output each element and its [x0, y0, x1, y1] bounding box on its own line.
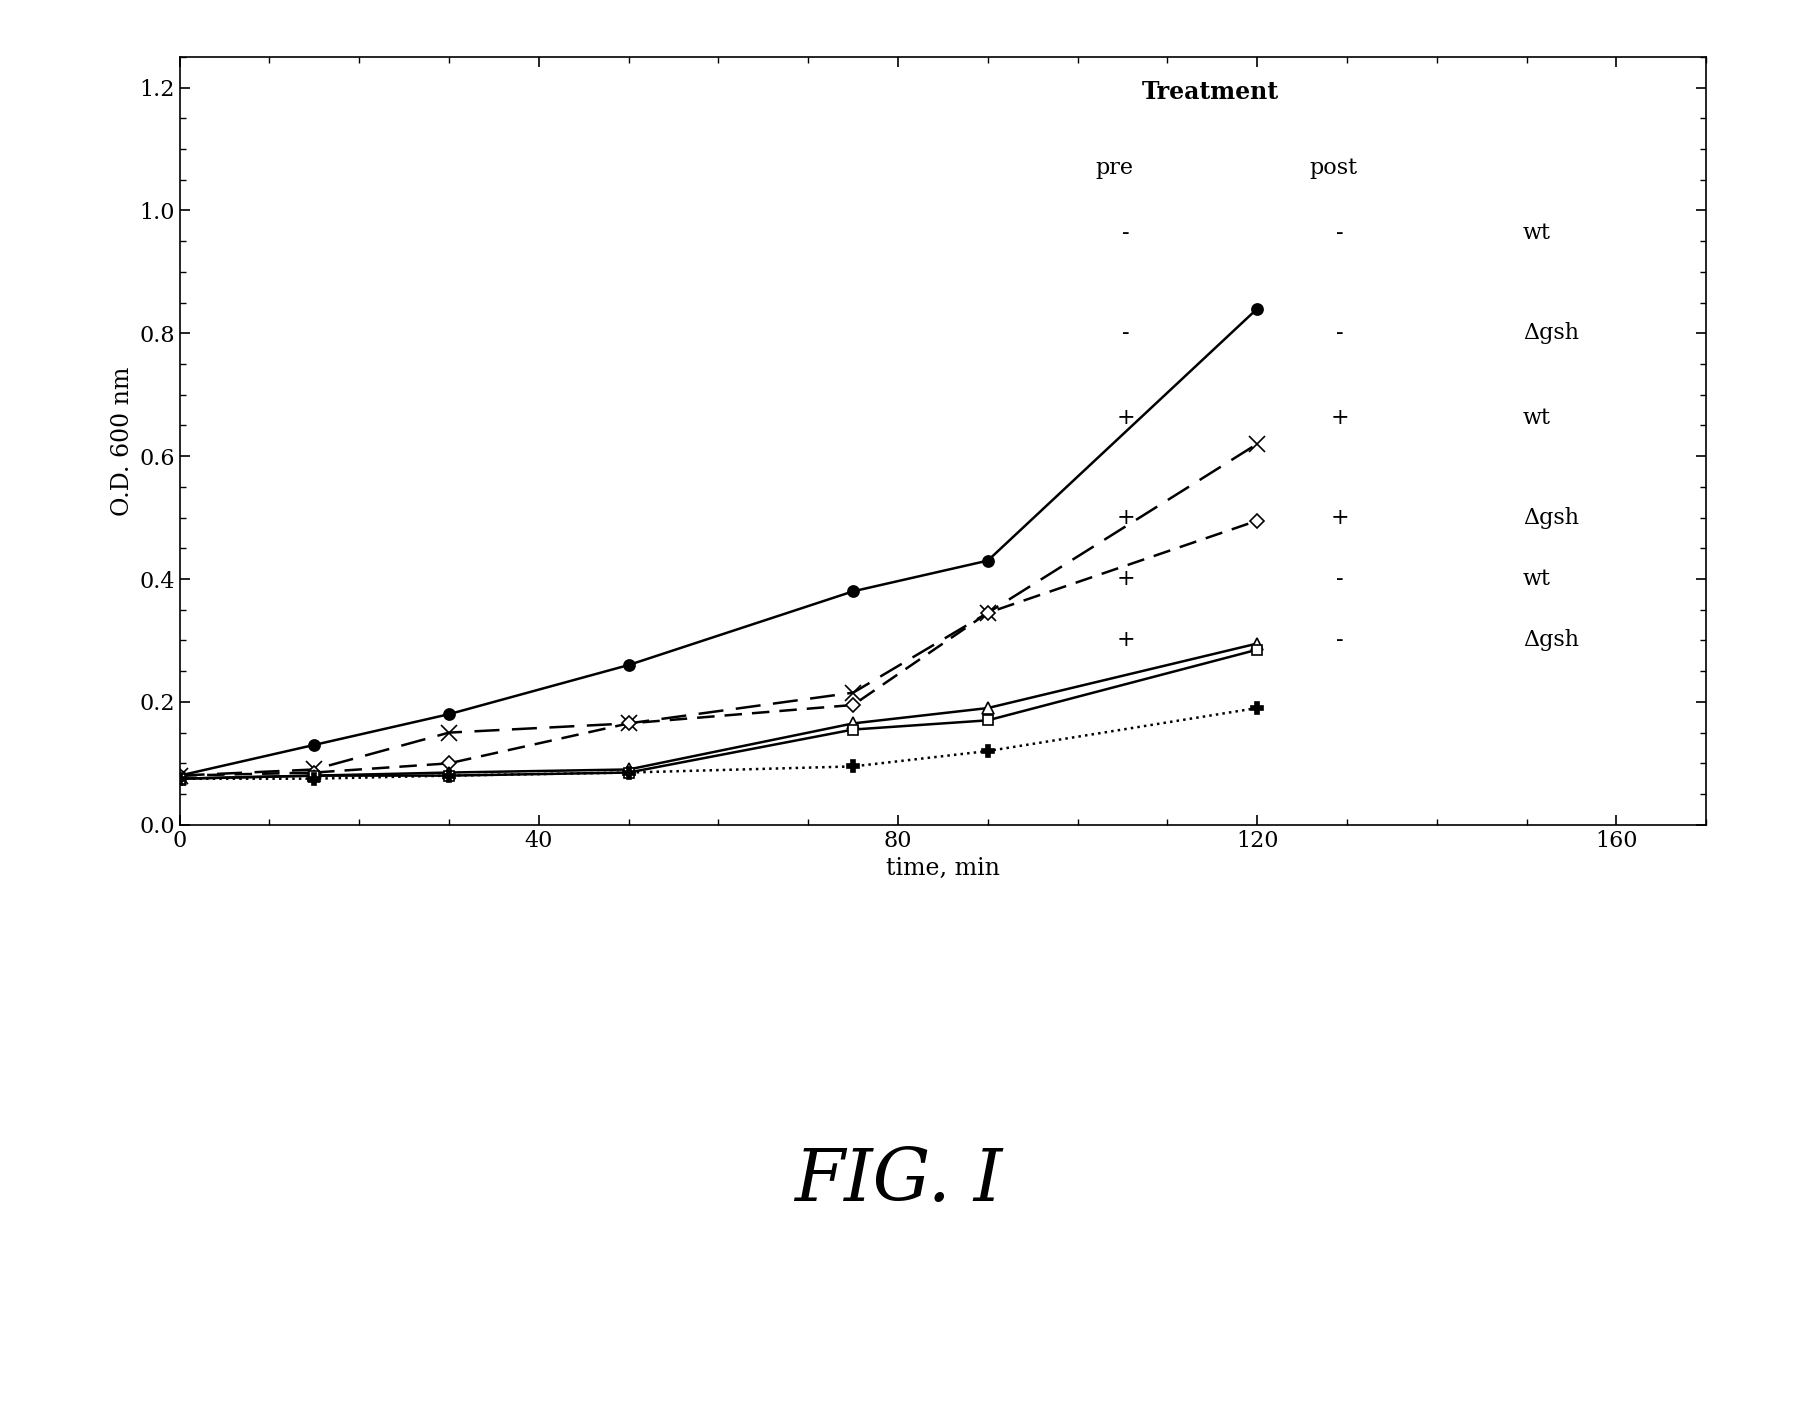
Text: +: +: [1117, 506, 1135, 529]
Text: -: -: [1336, 630, 1343, 651]
Text: Δgsh: Δgsh: [1523, 506, 1579, 529]
Text: Δgsh: Δgsh: [1523, 323, 1579, 344]
Y-axis label: O.D. 600 nm: O.D. 600 nm: [111, 365, 133, 516]
Text: -: -: [1122, 323, 1130, 344]
Text: -: -: [1122, 222, 1130, 245]
X-axis label: time, min: time, min: [885, 857, 1000, 880]
Text: wt: wt: [1523, 222, 1552, 245]
Text: +: +: [1331, 407, 1349, 429]
Text: pre: pre: [1096, 156, 1133, 179]
Text: -: -: [1336, 567, 1343, 590]
Text: -: -: [1336, 323, 1343, 344]
Text: FIG. I: FIG. I: [794, 1145, 1002, 1216]
Text: +: +: [1331, 506, 1349, 529]
Text: Treatment: Treatment: [1142, 80, 1279, 104]
Text: Δgsh: Δgsh: [1523, 630, 1579, 651]
Text: post: post: [1309, 156, 1358, 179]
Text: -: -: [1336, 222, 1343, 245]
Text: +: +: [1117, 630, 1135, 651]
Text: wt: wt: [1523, 407, 1552, 429]
Text: +: +: [1117, 567, 1135, 590]
Text: wt: wt: [1523, 567, 1552, 590]
Text: +: +: [1117, 407, 1135, 429]
